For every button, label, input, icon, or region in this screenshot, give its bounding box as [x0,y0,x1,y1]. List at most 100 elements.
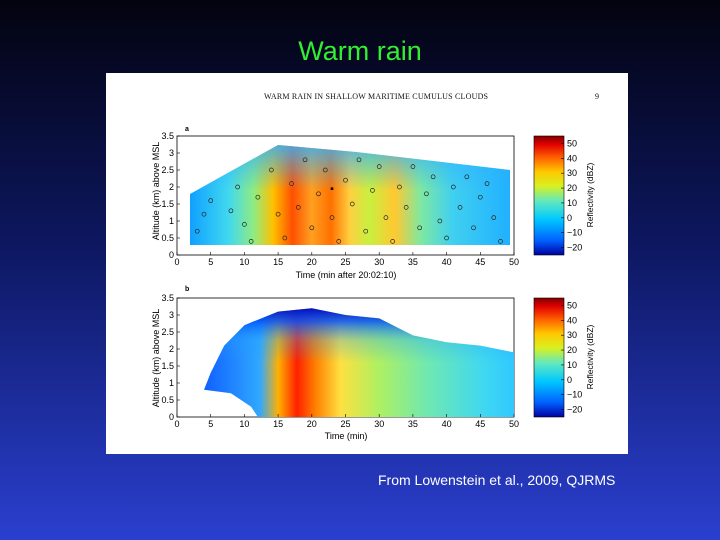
panel-a-ticks: 0 5 10 15 20 25 30 35 40 45 50 0 0.5 1 1.5 2 2.5 3 3.5 [161,131,519,267]
panel-a-x-tick-label: 15 [273,257,283,267]
panel-b-ticks: 0 5 10 15 20 25 30 35 40 45 50 0 0.5 1 1.5 2 2.5 3 3.5 [161,293,519,429]
panel-a-y-tick-label: 0.5 [161,233,174,243]
panel-a-y-tick-label: 1 [169,216,174,226]
panel-a-y-tick-label: 3.5 [161,131,174,141]
panel-a-colorbar-tick-label: 20 [567,183,577,193]
panel-b-x-tick-label: 10 [239,419,249,429]
panel-b-colorbar-label: Reflectivity (dBZ) [585,324,595,389]
figure-panel: WARM RAIN IN SHALLOW MARITIME CUMULUS CL… [106,73,628,454]
panel-a-sample-point [491,215,497,220]
panel-b-colorbar-tick-label: 0 [567,375,572,385]
panel-a-x-tick-label: 5 [208,257,213,267]
panel-a-sample-point [201,211,207,217]
panel-b-y-tick-label: 3 [169,310,174,320]
panel-a-sample-point [424,191,429,197]
panel-a-sample-point [498,239,503,244]
panel-a-x-tick-label: 45 [475,257,485,267]
panel-a-y-tick-label: 2 [169,182,174,192]
figure-header: WARM RAIN IN SHALLOW MARITIME CUMULUS CL… [264,92,489,101]
panel-a-sample-point [302,157,308,163]
panel-a-ylabel: Altitude (km) above MSL [151,142,161,241]
panel-a-sample-point [437,218,443,224]
panel-b-colorbar-tick-label: 50 [567,300,577,310]
panel-a-sample-point [275,211,281,217]
panel-a-sample-point [403,205,409,210]
panel-b-colorbar-tick-label: 10 [567,360,577,370]
panel-a-colorbar-ticks: 50 40 30 20 10 0 −10 −20 [561,138,582,253]
panel-a-sample-point [316,191,321,197]
panel-a-sample-point [457,205,463,210]
panel-b-x-tick-label: 50 [509,419,519,429]
panel-a-x-tick-label: 0 [174,257,179,267]
panel-b-colorbar-tick-label: 30 [567,330,577,340]
panel-b-colorbar-tick-label: 40 [567,315,577,325]
panel-a-sample-point [194,228,200,234]
panel-b-x-tick-label: 30 [374,419,384,429]
panel-a-x-tick-label: 40 [442,257,452,267]
panel-b-colorbar-tick-label: −10 [567,390,582,400]
panel-a-sample-point [464,174,470,180]
panel-b-y-tick-label: 2 [169,344,174,354]
panel-a-sample-point [444,235,449,241]
panel-b-colorbar-tick-label: −20 [567,405,582,415]
panel-a-sample-point [289,181,294,186]
panel-a-sample-point [343,177,348,183]
panel-b-x-tick-label: 15 [273,419,283,429]
panel-a-sample-point [390,239,396,244]
panel-a-sample-point [349,201,355,207]
panel-a-sample-point [282,235,288,241]
panel-b: b Altitude (km) above MSL Time (min) 0 5 1… [151,286,595,441]
panel-b-x-tick-label: 45 [475,419,485,429]
panel-a-colorbar-tick-label: −20 [567,243,582,253]
panel-a-colorbar-label: Reflectivity (dBZ) [585,162,595,227]
panel-a-sample-point [269,167,274,173]
panel-a-sample-point [356,157,362,163]
panel-a-y-tick-label: 2.5 [161,165,174,175]
panel-b-x-tick-label: 40 [442,419,452,429]
panel-a: a Altitude (km) above MSL Time (min afte… [151,126,595,280]
panel-a-colorbar-tick-label: 50 [567,138,577,148]
panel-b-colorbar [533,297,565,418]
panel-a-x-tick-label: 35 [408,257,418,267]
panel-b-y-tick-label: 3.5 [161,293,174,303]
panel-b-colorbar-tick-label: 20 [567,345,577,355]
panel-b-y-tick-label: 1 [169,378,174,388]
panel-b-y-tick-label: 0 [169,412,174,422]
panel-a-sample-point [417,225,422,231]
panel-a-sample-point [322,167,328,173]
panel-b-x-tick-label: 20 [307,419,317,429]
panel-a-y-tick-label: 3 [169,148,174,158]
panel-a-x-tick-label: 10 [239,257,249,267]
panel-a-sample-point [336,239,342,244]
panel-a-colorbar [533,135,565,256]
panel-b-x-tick-label: 5 [208,419,213,429]
panel-a-sample-point [309,225,315,231]
figure-svg: a Altitude (km) above MSL Time (min afte… [151,126,595,441]
slide-title: Warm rain [298,36,422,66]
panel-a-x-tick-label: 30 [374,257,384,267]
panel-a-colorbar-tick-label: 30 [567,168,577,178]
panel-a-sample-point [370,188,375,193]
slide-caption: From Lowenstein et al., 2009, QJRMS [378,472,616,488]
panel-a-sample-point [228,208,234,214]
panel-a-colorbar-tick-label: 40 [567,153,577,163]
panel-a-colorbar-tick-label: 10 [567,198,577,208]
panel-a-sample-point [430,174,436,180]
panel-b-y-tick-label: 1.5 [161,361,174,371]
panel-a-sample-point [410,164,416,169]
panel-a-sample-point [295,205,301,210]
panel-a-x-tick-label: 25 [340,257,350,267]
panel-b-x-tick-label: 0 [174,419,179,429]
panel-a-sample-point [242,222,247,227]
panel-a-sample-point [376,164,382,169]
figure-page-number: 9 [595,92,599,101]
panel-b-x-tick-label: 25 [340,419,350,429]
panel-a-sample-point [363,228,369,234]
panel-a-colorbar-tick-label: 0 [567,213,572,223]
panel-a-sample-point [484,181,490,186]
panel-b-letter: b [185,286,189,293]
panel-a-sample-point [248,239,254,244]
panel-a-x-tick-label: 20 [307,257,317,267]
panel-a-sample-points [194,157,503,244]
panel-b-x-tick-label: 35 [408,419,418,429]
